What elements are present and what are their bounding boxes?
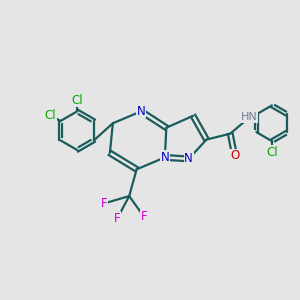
Text: N: N: [137, 105, 146, 118]
Text: F: F: [141, 210, 147, 224]
Text: N: N: [160, 151, 169, 164]
Text: Cl: Cl: [266, 146, 278, 159]
Text: N: N: [184, 152, 193, 165]
Text: Cl: Cl: [71, 94, 83, 106]
Text: F: F: [100, 197, 107, 210]
Text: O: O: [230, 149, 239, 162]
Text: Cl: Cl: [45, 109, 56, 122]
Text: F: F: [114, 212, 121, 225]
Text: HN: HN: [241, 112, 258, 122]
